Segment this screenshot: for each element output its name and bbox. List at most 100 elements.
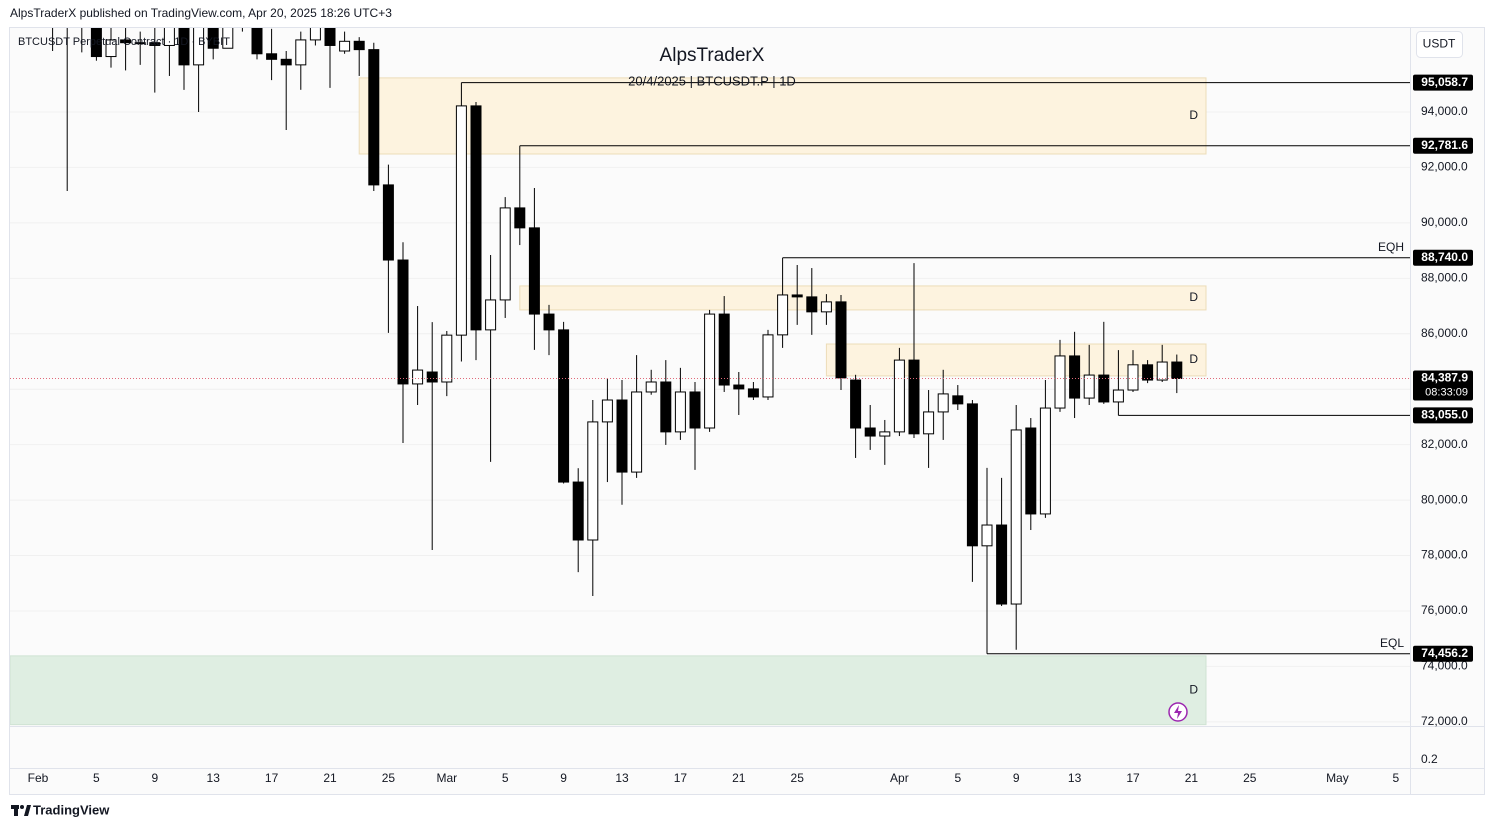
candle-body: [222, 28, 234, 49]
x-tick-label: Mar: [436, 771, 457, 785]
last-price-label: 84,387.9: [1421, 371, 1468, 385]
zone-label: D: [1189, 290, 1198, 304]
logo-part: [14, 805, 18, 816]
candle-body: [1171, 361, 1183, 379]
x-tick-label: 5: [1392, 771, 1399, 785]
candle-body: [178, 28, 190, 66]
candle-body: [1156, 361, 1168, 381]
candle-body: [689, 391, 701, 429]
y-tick-label: 80,000.0: [1421, 492, 1468, 506]
candle-body: [601, 399, 613, 423]
y-tick-label: 74,000.0: [1421, 659, 1468, 673]
candle-body: [499, 207, 511, 301]
candle-body: [324, 28, 336, 46]
zone: [358, 77, 1207, 155]
candle-body: [616, 399, 628, 473]
currency-label[interactable]: USDT: [1423, 37, 1456, 51]
candle-body: [1039, 407, 1051, 515]
last-price-box: [1413, 370, 1473, 401]
x-tick-label: 25: [1243, 771, 1257, 785]
candle-body: [339, 40, 351, 52]
x-tick-label: 17: [674, 771, 688, 785]
candle-body: [1142, 364, 1154, 381]
candle-body: [631, 391, 643, 473]
candle-body: [1112, 389, 1124, 403]
candle-body: [733, 384, 745, 390]
level-price-label: 88,740.0: [1421, 250, 1468, 264]
candle-body: [879, 431, 891, 437]
candle-body: [412, 369, 424, 385]
candle-body: [251, 28, 263, 55]
level-price-box: [1413, 407, 1473, 424]
y-tick-label: 82,000.0: [1421, 437, 1468, 451]
zone-label: D: [1189, 108, 1198, 122]
candle-body: [1010, 429, 1022, 605]
zone: [519, 285, 1207, 311]
zone-label: D: [1189, 682, 1198, 696]
candle-body: [397, 259, 409, 385]
x-tick-label: 17: [1126, 771, 1140, 785]
y-tick-label: 92,000.0: [1421, 160, 1468, 174]
logo-part: [24, 805, 31, 816]
logo-part: [20, 805, 24, 809]
candle-body: [923, 411, 935, 435]
candle-body: [674, 391, 686, 433]
candle-body: [806, 296, 818, 313]
candle-body: [981, 524, 993, 547]
candle-body: [90, 28, 102, 58]
x-tick-label: 21: [323, 771, 337, 785]
x-tick-label: 5: [954, 771, 961, 785]
candle-body: [105, 39, 117, 58]
candle-body: [660, 381, 672, 433]
candle-body: [996, 524, 1008, 605]
zone: [10, 655, 1207, 726]
candle-body: [514, 207, 526, 229]
candle-body: [1127, 364, 1139, 391]
candle-body: [120, 39, 132, 44]
candle-body: [280, 58, 292, 66]
candle-body: [470, 105, 482, 331]
currency-button[interactable]: [1416, 31, 1463, 58]
candle-body: [558, 329, 570, 483]
candle-body: [426, 371, 438, 383]
candle-body: [485, 299, 497, 331]
lower-pane-tick: 0.2: [1421, 752, 1438, 766]
x-tick-label: Apr: [890, 771, 909, 785]
y-tick-label: 72,000.0: [1421, 714, 1468, 728]
y-tick-label: 78,000.0: [1421, 548, 1468, 562]
candle-body: [543, 313, 555, 331]
candle-body: [850, 379, 862, 429]
candle-body: [134, 42, 146, 45]
candle-body: [820, 301, 832, 313]
candle-body: [864, 427, 876, 437]
candle-body: [455, 105, 467, 336]
x-tick-label: Feb: [28, 771, 49, 785]
candle-body: [587, 421, 599, 541]
symbol-label: BTCUSDT Perpetual Contract · 1D · BYBIT: [18, 36, 230, 48]
candle-body: [149, 42, 161, 46]
candle-body: [266, 53, 278, 60]
candle-body: [908, 359, 920, 435]
level-price-box: [1413, 137, 1473, 154]
x-tick-label: 9: [151, 771, 158, 785]
level-tag: EQL: [1380, 636, 1404, 650]
countdown: 08:33:09: [1425, 386, 1468, 398]
x-tick-label: 21: [732, 771, 746, 785]
level-price-box: [1413, 249, 1473, 266]
candle-body: [937, 393, 949, 413]
level-price-label: 92,781.6: [1421, 138, 1468, 152]
candle-body: [777, 294, 789, 336]
candle-body: [207, 28, 219, 49]
x-tick-label: May: [1326, 771, 1349, 785]
y-tick-label: 90,000.0: [1421, 215, 1468, 229]
candle-body: [528, 227, 540, 315]
y-tick-label: 86,000.0: [1421, 326, 1468, 340]
candle-body: [163, 28, 175, 46]
brand-logo: [11, 805, 31, 816]
brand: TradingView: [33, 802, 110, 817]
candle-body: [1083, 374, 1095, 399]
level-price-label: 83,055.0: [1421, 408, 1468, 422]
candle-body: [382, 184, 394, 261]
x-tick-label: 13: [207, 771, 221, 785]
